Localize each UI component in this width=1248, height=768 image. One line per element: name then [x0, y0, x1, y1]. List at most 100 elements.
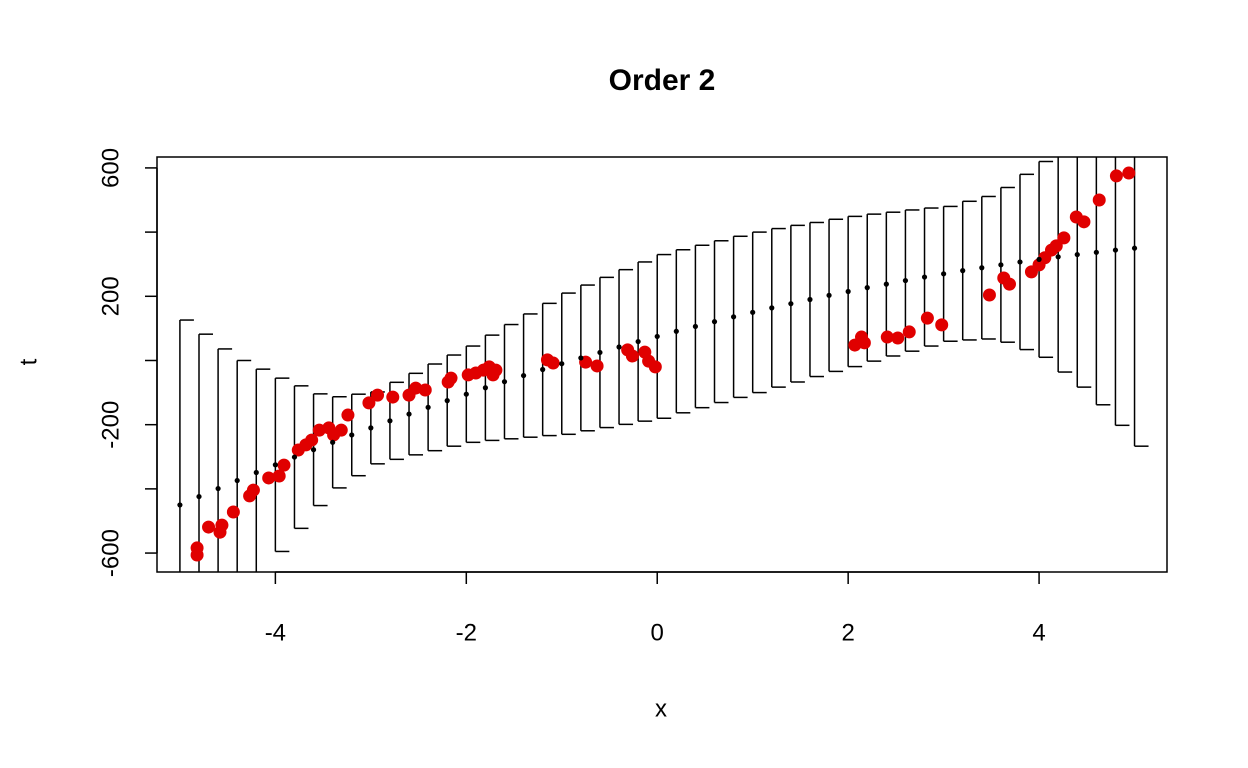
data-point	[362, 396, 376, 410]
x-tick-label: 2	[841, 619, 854, 646]
data-point	[625, 349, 639, 363]
data-point	[982, 288, 996, 302]
data-point	[1122, 166, 1136, 180]
data-point	[305, 433, 319, 447]
fit-point	[1055, 254, 1061, 260]
fit-point	[788, 301, 794, 307]
x-tick-label: 4	[1032, 619, 1045, 646]
data-point	[1077, 215, 1091, 229]
fit-point	[597, 349, 603, 356]
fit-point	[941, 271, 947, 277]
fit-point	[635, 338, 641, 345]
fit-point	[711, 319, 718, 325]
fit-point	[482, 385, 488, 391]
data-point	[1092, 193, 1106, 207]
data-point	[648, 360, 662, 374]
fit-point	[559, 361, 565, 367]
fit-point	[177, 502, 183, 508]
data-point	[215, 518, 229, 532]
data-point	[202, 520, 216, 534]
fit-point	[310, 447, 317, 453]
fit-point	[520, 372, 527, 379]
y-tick-label: -200	[97, 401, 124, 449]
fit-point	[540, 366, 546, 373]
data-point	[272, 469, 286, 483]
data-point	[902, 325, 916, 339]
fit-point	[1093, 249, 1099, 255]
fit-point	[673, 328, 679, 334]
fit-point	[616, 344, 622, 350]
fit-point	[253, 469, 259, 476]
data-point	[935, 318, 949, 332]
fit-point	[730, 314, 737, 320]
data-point	[246, 483, 260, 497]
data-point	[1057, 231, 1071, 245]
x-tick-label: -4	[265, 619, 286, 646]
data-point	[546, 356, 560, 370]
fit-point	[349, 432, 355, 438]
fit-point	[845, 288, 851, 295]
fit-point	[750, 309, 756, 315]
fit-point	[291, 454, 298, 460]
y-tick-label: 200	[97, 276, 124, 316]
chart-title: Order 2	[609, 64, 716, 97]
data-point	[262, 471, 276, 485]
fit-point	[864, 285, 870, 291]
fit-point	[692, 323, 699, 330]
y-tick-label: 600	[97, 148, 124, 188]
fit-point	[807, 296, 813, 303]
data-point	[226, 505, 240, 519]
x-tick-label: 0	[651, 619, 664, 646]
data-point	[891, 331, 905, 345]
fit-point	[330, 439, 336, 445]
fit-point	[444, 398, 450, 404]
plot-area	[177, 157, 1149, 572]
data-point	[1002, 277, 1016, 291]
fit-point	[234, 477, 240, 484]
fit-point	[387, 418, 393, 424]
fit-point	[463, 391, 469, 397]
fit-point	[769, 305, 775, 311]
data-point	[1109, 169, 1123, 183]
fit-point	[1074, 251, 1080, 258]
data-point	[334, 423, 348, 437]
fit-point	[215, 485, 221, 492]
fit-point	[425, 404, 431, 410]
data-point	[190, 541, 204, 555]
fit-point	[960, 268, 966, 274]
fit-point	[921, 274, 928, 280]
fit-point	[1017, 259, 1023, 265]
data-point	[371, 388, 385, 402]
fit-point	[1112, 247, 1119, 253]
fit-point	[883, 281, 889, 287]
fit-point	[501, 379, 508, 385]
data-point	[418, 383, 432, 397]
fit-point	[1131, 245, 1138, 251]
fit-point	[272, 462, 278, 468]
data-point	[880, 330, 894, 344]
data-point	[341, 408, 355, 422]
data-point	[277, 458, 291, 472]
x-axis-label: x	[655, 695, 667, 722]
fit-point	[196, 493, 202, 500]
data-point	[444, 371, 458, 385]
fit-point	[998, 262, 1004, 268]
fit-point	[406, 411, 412, 417]
fit-point	[902, 277, 909, 284]
fit-point	[826, 292, 832, 298]
data-point	[386, 390, 400, 404]
x-tick-label: -2	[456, 619, 477, 646]
y-tick-label: -600	[97, 529, 124, 577]
fit-point	[1036, 256, 1042, 262]
data-point	[489, 363, 503, 377]
y-axis-label: t	[15, 358, 42, 365]
data-point	[920, 311, 934, 325]
fit-point	[979, 265, 985, 271]
data-point	[590, 359, 604, 373]
fit-point	[578, 355, 584, 361]
fit-point	[654, 333, 660, 340]
fit-point	[368, 425, 374, 431]
plot-frame	[156, 156, 1168, 573]
